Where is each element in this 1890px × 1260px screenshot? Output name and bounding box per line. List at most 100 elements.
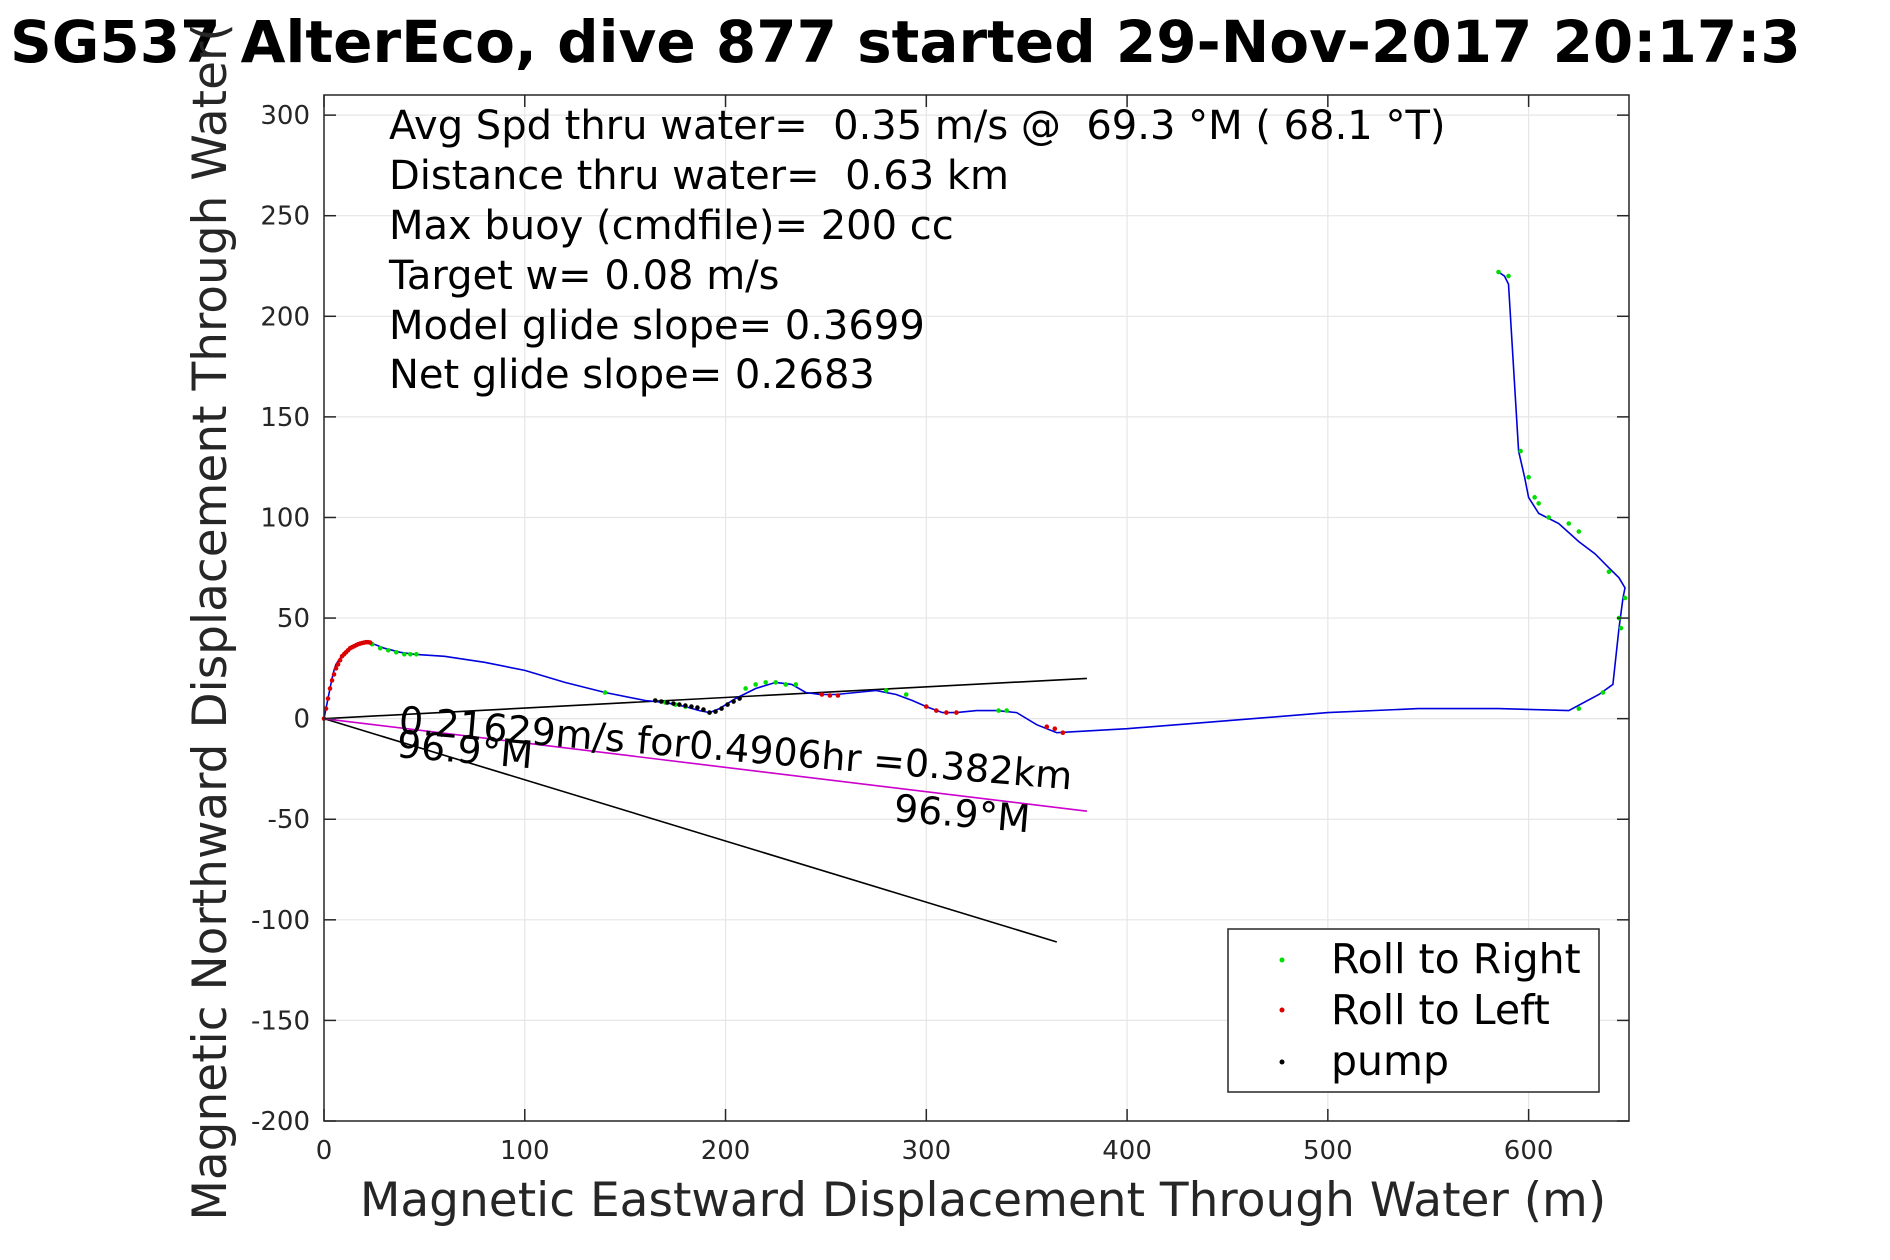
roll-right-point — [1600, 690, 1606, 695]
legend: Roll to Right Roll to Left pump — [1227, 928, 1600, 1093]
roll-right-point — [402, 651, 407, 657]
roll-left-point — [333, 666, 339, 671]
x-tick-label: 300 — [901, 1136, 951, 1166]
pump-point — [652, 698, 658, 703]
pump-point — [671, 701, 676, 706]
roll-left-point — [329, 678, 335, 683]
roll-right-point — [602, 690, 608, 695]
legend-label-roll-right: Roll to Right — [1331, 935, 1581, 983]
info-line-avg-speed: Avg Spd thru water= 0.35 m/s @ 69.3 °M (… — [389, 103, 1445, 149]
roll-right-point — [377, 645, 383, 651]
pump-point — [719, 706, 724, 711]
pump-point — [665, 700, 670, 705]
roll-right-point — [1566, 521, 1572, 526]
legend-marker-roll-left — [1279, 1007, 1285, 1013]
legend-marker-roll-right — [1279, 957, 1285, 963]
roll-right-point — [408, 651, 413, 657]
roll-right-point — [1496, 269, 1501, 275]
roll-left-point — [325, 696, 331, 701]
pump-point — [701, 707, 706, 712]
y-tick-label: -200 — [251, 1107, 310, 1137]
roll-right-point — [393, 649, 399, 655]
y-tick-label: 300 — [260, 101, 310, 131]
roll-right-point — [903, 692, 909, 697]
pump-point — [658, 699, 664, 704]
roll-right-point — [996, 708, 1001, 713]
roll-right-point — [783, 682, 789, 687]
y-tick-label: 100 — [260, 503, 310, 533]
roll-left-point — [944, 710, 949, 715]
pump-point — [677, 702, 682, 707]
roll-right-point — [414, 651, 419, 657]
roll-right-point — [385, 647, 391, 653]
pump-point — [695, 705, 700, 710]
roll-right-point — [1606, 569, 1612, 575]
y-axis-label: Magnetic Northward Displacement Through … — [183, 23, 238, 1220]
legend-label-pump: pump — [1331, 1037, 1449, 1085]
info-block: Avg Spd thru water= 0.35 m/s @ 69.3 °M (… — [388, 103, 1445, 398]
info-line-max-buoy: Max buoy (cmdfile)= 200 cc — [389, 203, 954, 249]
roll-left-point — [337, 658, 343, 663]
y-tick-label: 150 — [260, 403, 310, 433]
info-line-target-w: Target w= 0.08 m/s — [388, 253, 779, 299]
axes-box — [323, 94, 1630, 1122]
roll-left-point — [335, 662, 341, 667]
pump-point — [737, 696, 742, 701]
pump-point — [731, 699, 736, 704]
pump-point — [689, 704, 694, 709]
roll-right-point — [763, 680, 768, 685]
y-tick-label: 250 — [260, 202, 310, 232]
pump-point — [683, 703, 688, 708]
heading-line-upper — [323, 677, 1087, 720]
grid — [323, 95, 1629, 1122]
roll-right-point — [1506, 273, 1511, 279]
y-tick-label: -100 — [251, 906, 310, 936]
roll-left-point — [954, 710, 959, 715]
roll-left-point — [367, 640, 373, 645]
roll-right-point — [1518, 448, 1523, 454]
roll-left-point — [835, 693, 841, 698]
pump-point — [725, 702, 730, 707]
y-tick-label: -150 — [251, 1006, 310, 1036]
data-layer — [321, 269, 1628, 736]
x-tick-label: 500 — [1303, 1136, 1353, 1166]
legend-marker-pump — [1279, 1059, 1285, 1065]
roll-right-point — [1004, 708, 1009, 713]
roll-right-point — [1526, 474, 1531, 480]
roll-right-point — [1532, 495, 1537, 500]
x-tick-label: 200 — [701, 1136, 751, 1166]
roll-right-point — [1576, 529, 1582, 534]
heading-line-lower — [323, 717, 1058, 943]
legend-box — [1227, 928, 1600, 1093]
chart-title: SG537 AlterEco, dive 877 started 29-Nov-… — [10, 8, 1801, 76]
reference-lines — [323, 677, 1088, 943]
roll-right-point — [1618, 625, 1624, 631]
roll-left-point — [827, 693, 833, 698]
x-tick-label: 0 — [316, 1136, 333, 1166]
pump-point — [713, 709, 718, 714]
y-tick-label: 200 — [260, 302, 310, 332]
x-tick-label: 100 — [500, 1136, 550, 1166]
roll-left-point — [1044, 724, 1050, 729]
roll-left-point — [819, 692, 825, 697]
roll-right-point — [883, 688, 889, 693]
x-tick-label: 600 — [1504, 1136, 1554, 1166]
y-tick-label: 50 — [277, 604, 310, 634]
heading-annotation-right: 96.9°M — [892, 786, 1032, 841]
roll-left-point — [934, 708, 939, 713]
info-line-model-glide: Model glide slope= 0.3699 — [389, 303, 925, 349]
roll-right-point — [753, 682, 758, 687]
roll-left-point — [331, 672, 337, 677]
info-line-net-glide: Net glide slope= 0.2683 — [389, 352, 875, 398]
roll-left-point — [924, 704, 929, 709]
roll-left-point — [323, 706, 329, 711]
roll-right-point — [1576, 706, 1582, 711]
roll-right-point — [793, 682, 799, 687]
y-tick-label: 0 — [293, 705, 310, 735]
roll-left-point — [1052, 726, 1058, 732]
roll-right-point — [1546, 515, 1551, 520]
roll-left-point — [1060, 730, 1066, 736]
roll-right-point — [773, 680, 779, 685]
roll-right-point — [1622, 595, 1628, 601]
